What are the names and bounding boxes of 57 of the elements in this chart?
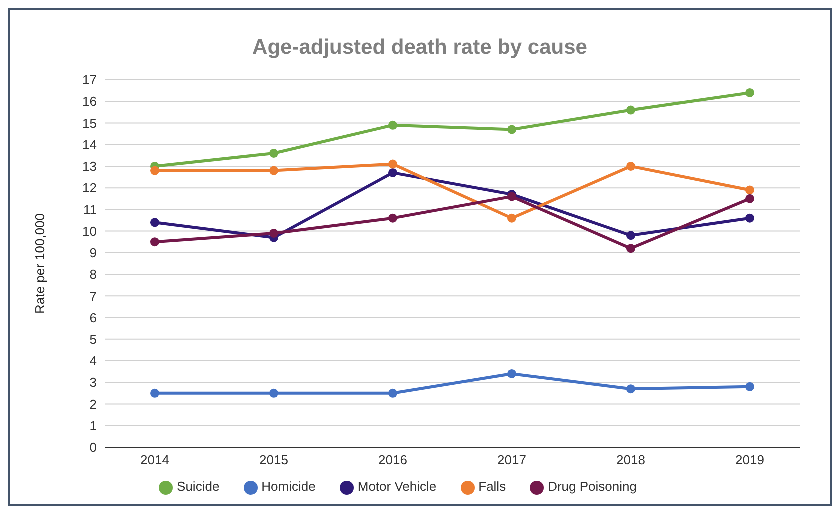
point — [388, 120, 398, 130]
y-tick-label: 16 — [82, 94, 97, 110]
y-tick-label: 17 — [82, 72, 97, 88]
y-tick-label: 8 — [90, 267, 97, 282]
point — [746, 382, 754, 392]
chart-title: Age-adjusted death rate by cause — [252, 36, 588, 61]
y-tick-label: 3 — [90, 375, 97, 390]
y-tick-label: 12 — [82, 180, 97, 196]
point — [508, 214, 516, 223]
point — [626, 231, 636, 240]
point — [626, 106, 636, 115]
y-tick-label: 11 — [84, 202, 97, 218]
point — [150, 218, 160, 228]
y-tick-label: 2 — [90, 396, 97, 412]
point — [508, 369, 516, 378]
x-tick-label: 2019 — [736, 452, 764, 468]
point — [746, 214, 754, 223]
point — [746, 194, 754, 204]
point — [388, 388, 398, 398]
y-tick-label: 9 — [90, 246, 97, 261]
y-tick-label: 10 — [82, 224, 97, 239]
point — [270, 228, 278, 238]
point — [746, 88, 754, 98]
point — [270, 388, 278, 398]
point — [270, 148, 278, 158]
y-axis-title: Rate per 100,000 — [32, 213, 48, 314]
point — [508, 125, 516, 134]
y-tick-label: 1 — [90, 418, 97, 434]
point — [388, 160, 398, 169]
y-tick-label: 5 — [90, 332, 97, 347]
x-tick-label: 2015 — [260, 452, 288, 468]
y-tick-label: 6 — [90, 310, 97, 326]
point — [626, 384, 636, 394]
legend-label: Drug Poisoning — [548, 479, 637, 494]
y-tick-label: 7 — [90, 288, 97, 304]
point — [746, 186, 754, 195]
point — [626, 162, 636, 171]
point — [270, 166, 278, 176]
point — [626, 244, 636, 254]
point — [388, 214, 398, 223]
legend-label: Falls — [478, 479, 506, 494]
y-tick-label: 15 — [82, 116, 97, 131]
x-tick-label: 2018 — [616, 452, 646, 468]
point — [150, 238, 160, 247]
y-tick-label: 13 — [82, 159, 97, 174]
x-tick-label: 2014 — [140, 452, 170, 468]
legend-label: Homicide — [262, 479, 316, 494]
x-tick-label: 2017 — [498, 452, 526, 468]
y-tick-label: 14 — [82, 137, 97, 152]
legend-label: Suicide — [177, 479, 220, 494]
point — [150, 388, 160, 398]
x-tick-label: 2016 — [378, 452, 408, 468]
point — [388, 168, 398, 178]
legend-label: Motor Vehicle — [358, 479, 437, 494]
point — [150, 166, 160, 176]
y-tick-label: 4 — [90, 354, 97, 369]
y-tick-label: 0 — [90, 440, 97, 456]
